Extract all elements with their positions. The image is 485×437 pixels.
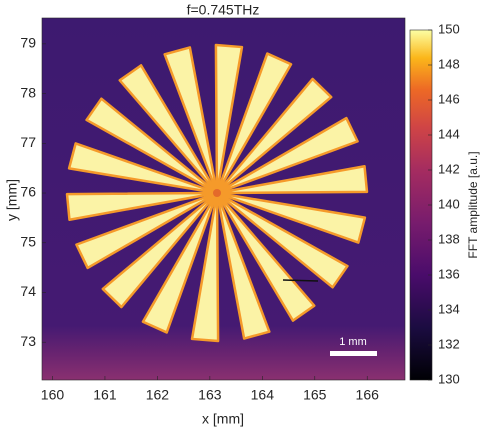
colorbar-tick-label: 140	[438, 196, 460, 211]
scale-bar	[330, 351, 377, 356]
x-tick-label: 165	[303, 387, 327, 403]
spoke	[101, 191, 219, 309]
spoke	[215, 116, 359, 195]
spoke	[118, 64, 219, 195]
colorbar-tick-label: 132	[438, 336, 460, 351]
spoke	[215, 191, 316, 322]
spoke	[163, 46, 219, 195]
y-tick-label: 77	[20, 134, 36, 150]
spoke	[65, 191, 219, 222]
x-tick-label: 162	[146, 387, 170, 403]
spoke	[215, 191, 349, 289]
x-tick-label: 160	[41, 387, 65, 403]
spoke	[75, 191, 219, 270]
y-tick-label: 78	[20, 84, 36, 100]
spoke	[215, 191, 271, 340]
colorbar-tick-label: 134	[438, 301, 460, 316]
y-tick-label: 79	[20, 35, 36, 51]
x-tick-label: 161	[93, 387, 117, 403]
colorbar-tick-label: 138	[438, 231, 460, 246]
y-tick-label: 73	[20, 333, 36, 349]
spoke	[141, 191, 219, 334]
colorbar-tick-label: 150	[438, 21, 460, 36]
colorbar-tick-label: 148	[438, 56, 460, 71]
x-tick-label: 164	[251, 387, 275, 403]
spoke	[214, 43, 244, 195]
scale-bar-label: 1 mm	[339, 336, 367, 348]
spoke	[85, 97, 219, 195]
x-tick-label: 166	[356, 387, 380, 403]
x-tick-label: 163	[198, 387, 222, 403]
spoke	[215, 77, 333, 195]
y-tick-label: 76	[20, 184, 36, 200]
y-tick-label: 75	[20, 233, 36, 249]
spoke	[215, 164, 369, 195]
spoke	[215, 52, 293, 195]
colorbar-tick-label: 130	[438, 371, 460, 386]
spoke	[67, 142, 219, 195]
y-axis-label: y [mm]	[4, 179, 20, 221]
colorbar-tick-label: 136	[438, 266, 460, 281]
colorbar-tick-label: 142	[438, 161, 460, 176]
image	[65, 43, 369, 343]
artifact	[282, 279, 319, 282]
chart-title: f=0.745THz	[187, 2, 260, 18]
colorbar-label: FFT amplitude [a.u.]	[466, 151, 480, 258]
y-tick-label: 74	[20, 283, 36, 299]
spoke	[215, 191, 367, 244]
colorbar-tick-label: 144	[438, 126, 460, 141]
spoke	[190, 191, 220, 343]
axes-frame	[41, 17, 406, 381]
star-center	[213, 189, 221, 197]
colorbar-tick-label: 146	[438, 91, 460, 106]
x-axis-label: x [mm]	[202, 411, 244, 427]
